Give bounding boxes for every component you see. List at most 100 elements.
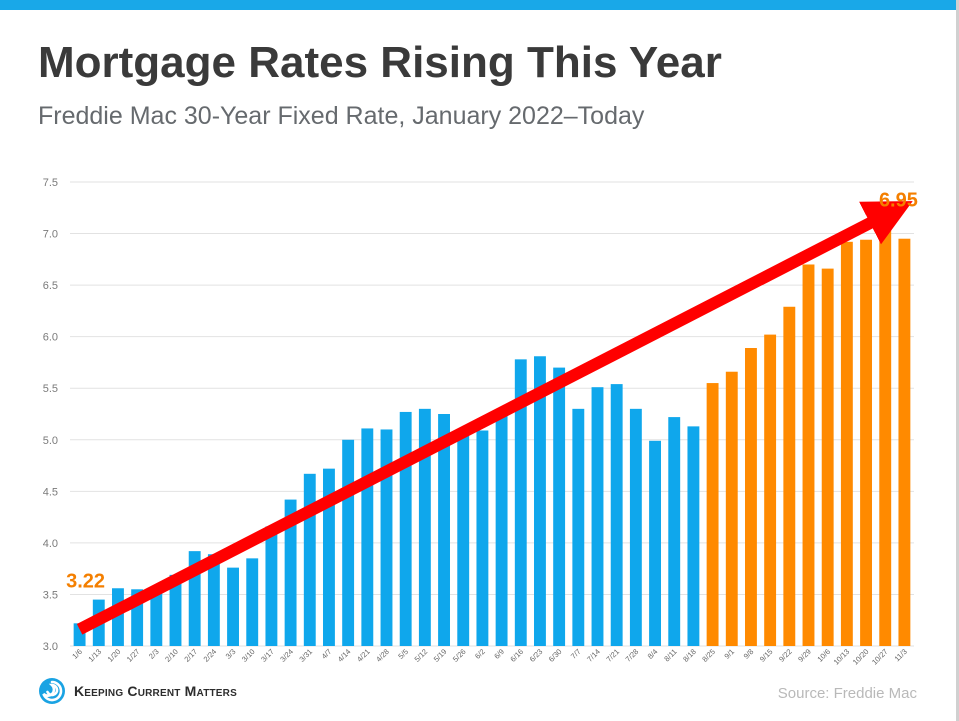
y-tick-label: 7.0 [43, 229, 58, 241]
x-tick-label: 1/20 [106, 647, 123, 664]
x-tick-label: 8/25 [700, 647, 717, 664]
x-tick-label: 3/3 [224, 647, 238, 661]
x-tick-label: 9/22 [777, 647, 794, 664]
x-tick-label: 6/16 [508, 647, 525, 664]
y-tick-label: 6.0 [43, 332, 58, 344]
y-tick-label: 3.0 [43, 641, 58, 653]
bar-9-15 [764, 334, 777, 646]
x-tick-label: 1/27 [125, 647, 142, 664]
y-axis-ticks: 3.0 3.5 4.0 4.5 5.0 5.5 6.0 6.5 7.0 7.5 [43, 177, 58, 653]
right-edge-border [956, 0, 959, 721]
bar-6-9 [495, 416, 508, 646]
bar-8-4 [649, 440, 661, 646]
y-tick-label: 4.0 [43, 538, 58, 550]
x-tick-label: 9/29 [796, 647, 813, 664]
x-tick-label: 5/19 [432, 647, 449, 664]
y-tick-label: 3.5 [43, 589, 58, 601]
y-tick-label: 7.5 [43, 177, 58, 189]
bars [73, 225, 911, 646]
y-tick-label: 4.5 [43, 486, 58, 498]
x-tick-label: 9/1 [722, 647, 736, 661]
callout-label: 6.95 [879, 190, 918, 212]
bar-2-24 [207, 554, 220, 646]
y-tick-label: 6.5 [43, 280, 58, 292]
swirl-logo-icon [39, 678, 65, 704]
x-tick-label: 10/13 [832, 647, 852, 667]
bar-1-27 [131, 589, 144, 646]
bar-9-29 [802, 264, 815, 646]
bar-9-22 [783, 306, 796, 646]
annotations: 3.22 6.95 [66, 190, 918, 593]
bar-10-13 [840, 241, 853, 646]
bar-3-24 [284, 499, 297, 646]
x-tick-label: 2/3 [147, 647, 161, 661]
bar-10-27 [879, 225, 892, 646]
bar-6-23 [534, 356, 546, 646]
x-tick-label: 4/7 [320, 647, 334, 661]
bar-6-30 [553, 367, 566, 646]
bar-2-17 [188, 551, 201, 646]
x-tick-label: 5/5 [396, 647, 410, 661]
trend-arrow [76, 201, 913, 635]
x-tick-label: 7/7 [569, 647, 583, 661]
x-tick-label: 10/20 [851, 647, 871, 667]
x-tick-label: 7/21 [604, 647, 621, 664]
x-tick-label: 7/14 [585, 647, 602, 664]
x-tick-label: 4/14 [336, 647, 353, 664]
source-note: Source: Freddie Mac [777, 685, 917, 702]
bar-8-25 [706, 383, 719, 646]
kcm-logo: Keeping Current Matters [38, 676, 237, 706]
bar-1-6 [73, 623, 86, 646]
chart-subtitle: Freddie Mac 30-Year Fixed Rate, January … [38, 102, 645, 130]
x-tick-label: 6/2 [473, 647, 487, 661]
bar-1-20 [112, 588, 124, 646]
x-tick-label: 8/18 [681, 647, 698, 664]
x-axis-ticks: 1/6 1/13 1/20 1/27 2/3 2/10 2/17 2/24 3/3 3/10 3/1… [70, 647, 909, 667]
bar-7-7 [572, 408, 585, 646]
bar-10-20 [860, 239, 872, 646]
x-tick-label: 1/13 [86, 647, 103, 664]
x-tick-label: 6/30 [547, 647, 564, 664]
bar-6-2 [476, 430, 489, 646]
bar-4-7 [323, 468, 335, 646]
bar-7-28 [629, 408, 642, 646]
bar-5-26 [457, 429, 470, 646]
x-tick-label: 3/17 [259, 647, 276, 664]
x-tick-label: 10/27 [870, 647, 890, 667]
bar-9-1 [725, 371, 738, 646]
bar-5-19 [438, 414, 450, 646]
chart-title: Mortgage Rates Rising This Year [38, 38, 722, 87]
bar-2-10 [169, 574, 182, 646]
bar-7-21 [610, 384, 623, 646]
x-tick-label: 4/28 [374, 647, 391, 664]
bar-5-12 [418, 408, 431, 646]
bar-2-3 [150, 589, 163, 646]
x-tick-label: 4/21 [355, 647, 372, 664]
bar-11-3 [898, 238, 911, 646]
bar-4-28 [380, 429, 393, 646]
bar-9-8 [745, 348, 757, 646]
x-tick-label: 3/24 [278, 647, 295, 664]
x-tick-label: 10/6 [815, 647, 832, 664]
x-tick-label: 2/24 [202, 647, 219, 664]
bar-3-10 [246, 558, 259, 646]
bar-4-21 [361, 428, 374, 646]
bar-8-18 [687, 426, 700, 646]
x-tick-label: 3/10 [240, 647, 257, 664]
x-tick-label: 6/23 [528, 647, 545, 664]
bar-3-17 [265, 526, 278, 646]
x-tick-label: 5/12 [413, 647, 430, 664]
x-tick-label: 8/11 [662, 647, 678, 663]
bar-3-3 [227, 567, 239, 646]
bar-3-31 [303, 473, 316, 646]
x-tick-label: 5/26 [451, 647, 468, 664]
y-tick-label: 5.0 [43, 435, 58, 447]
bar-5-5 [399, 411, 412, 646]
logo-text: Keeping Current Matters [74, 683, 237, 699]
x-tick-label: 2/10 [163, 647, 180, 664]
bar-8-11 [668, 417, 681, 646]
y-tick-label: 5.5 [43, 383, 58, 395]
x-tick-label: 6/9 [492, 647, 506, 661]
x-tick-label: 3/31 [297, 647, 314, 664]
